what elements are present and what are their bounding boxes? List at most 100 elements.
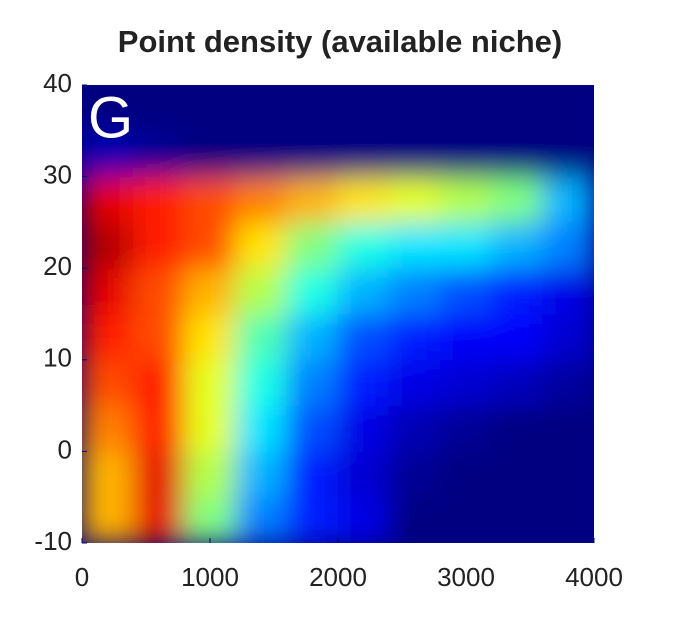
heatmap-cell: [491, 450, 544, 498]
heatmap-cell: [132, 450, 185, 498]
heatmap-cell: [183, 130, 237, 178]
chart-title: Point density (available niche): [118, 24, 562, 59]
heatmap-cell: [491, 130, 544, 178]
heatmap-cell: [235, 496, 288, 543]
y-tick-label: 20: [43, 251, 72, 281]
heatmap-cell: [82, 130, 134, 178]
heatmap-cell: [286, 496, 339, 543]
heatmap-cell: [183, 85, 237, 132]
heatmap-cell: [491, 405, 544, 452]
heatmap-cell: [183, 176, 237, 223]
heatmap-cell: [183, 405, 237, 452]
heatmap-cell: [286, 130, 339, 178]
heatmap-cell: [542, 496, 594, 543]
heatmap-cell: [439, 405, 493, 452]
heatmap-cell: [183, 313, 237, 361]
panel-label: G: [88, 85, 133, 150]
x-tick-label: 2000: [309, 562, 367, 592]
heatmap-cell: [82, 450, 134, 498]
x-tick-label: 3000: [437, 562, 495, 592]
heatmap-cell: [132, 221, 185, 269]
heatmap-cell: [235, 221, 288, 269]
heatmap-cell: [439, 359, 493, 407]
heatmap-cell: [337, 85, 390, 132]
heatmap-cell: [542, 176, 594, 223]
heatmap-cell: [439, 221, 493, 269]
heatmap-cell: [235, 359, 288, 407]
heatmap-cell: [235, 405, 288, 452]
heatmap-cell: [439, 496, 493, 543]
heatmap-cell: [337, 221, 390, 269]
heatmap-cell: [235, 313, 288, 361]
heatmap-cell: [183, 359, 237, 407]
heatmap-cell: [132, 85, 185, 132]
heatmap-cell: [491, 313, 544, 361]
heatmap-cell: [439, 267, 493, 315]
heatmap-cell: [439, 450, 493, 498]
heatmap-cell: [439, 85, 493, 132]
heatmap-cell: [183, 267, 237, 315]
heatmap-cell: [132, 176, 185, 223]
heatmap-cell: [132, 130, 185, 178]
heatmap-cell: [82, 359, 134, 407]
heatmap-cell: [337, 313, 390, 361]
heatmap-cell: [388, 496, 441, 543]
heatmap-cell: [542, 313, 594, 361]
heatmap-cell: [183, 450, 237, 498]
heatmap-cell: [388, 221, 441, 269]
heatmap-cell: [337, 496, 390, 543]
heatmap-cell: [132, 313, 185, 361]
heatmap-cell: [235, 130, 288, 178]
heatmap-cell: [491, 359, 544, 407]
heatmap-cell: [542, 405, 594, 452]
heatmap-cell: [132, 496, 185, 543]
heatmap-cell: [286, 313, 339, 361]
heatmap-cell: [388, 313, 441, 361]
y-tick-label: -10: [34, 526, 72, 556]
heatmap-cell: [82, 221, 134, 269]
heatmap-cell: [82, 85, 134, 132]
y-tick-label: 30: [43, 159, 72, 189]
x-tick-label: 1000: [181, 562, 239, 592]
heatmap-cell: [542, 450, 594, 498]
heatmap-cell: [132, 405, 185, 452]
heatmap-cell: [439, 176, 493, 223]
heatmap-cell: [337, 450, 390, 498]
heatmap-cell: [542, 359, 594, 407]
heatmap-cell: [542, 130, 594, 178]
heatmap-cell: [286, 359, 339, 407]
heatmap-cell: [542, 267, 594, 315]
heatmap-cell: [491, 85, 544, 132]
heatmap-cell: [337, 359, 390, 407]
heatmap-cell: [235, 450, 288, 498]
heatmap-cell: [439, 313, 493, 361]
heatmap-cell: [388, 85, 441, 132]
heatmap-cell: [388, 359, 441, 407]
heatmap-cell: [286, 405, 339, 452]
heatmap-cell: [439, 130, 493, 178]
heatmap-cell: [388, 450, 441, 498]
heatmap-cell: [491, 176, 544, 223]
heatmap-cell: [388, 267, 441, 315]
heatmap-cell: [82, 496, 134, 543]
plot-area: [82, 85, 594, 543]
heatmap-cell: [337, 405, 390, 452]
heatmap-cell: [286, 267, 339, 315]
heatmap-cell: [235, 85, 288, 132]
heatmap-cell: [388, 176, 441, 223]
heatmap-cell: [337, 176, 390, 223]
heatmap-cell: [183, 496, 237, 543]
heatmap-cell: [82, 176, 134, 223]
heatmap-cell: [542, 221, 594, 269]
heatmap-cell: [132, 359, 185, 407]
heatmap-cell: [82, 267, 134, 315]
x-tick-label: 4000: [565, 562, 623, 592]
heatmap-cell: [132, 267, 185, 315]
heatmap-cell: [286, 85, 339, 132]
heatmap-cell: [388, 405, 441, 452]
heatmap-cells: [82, 85, 594, 543]
y-tick-label: 40: [43, 68, 72, 98]
heatmap-cell: [286, 176, 339, 223]
heatmap-cell: [235, 176, 288, 223]
